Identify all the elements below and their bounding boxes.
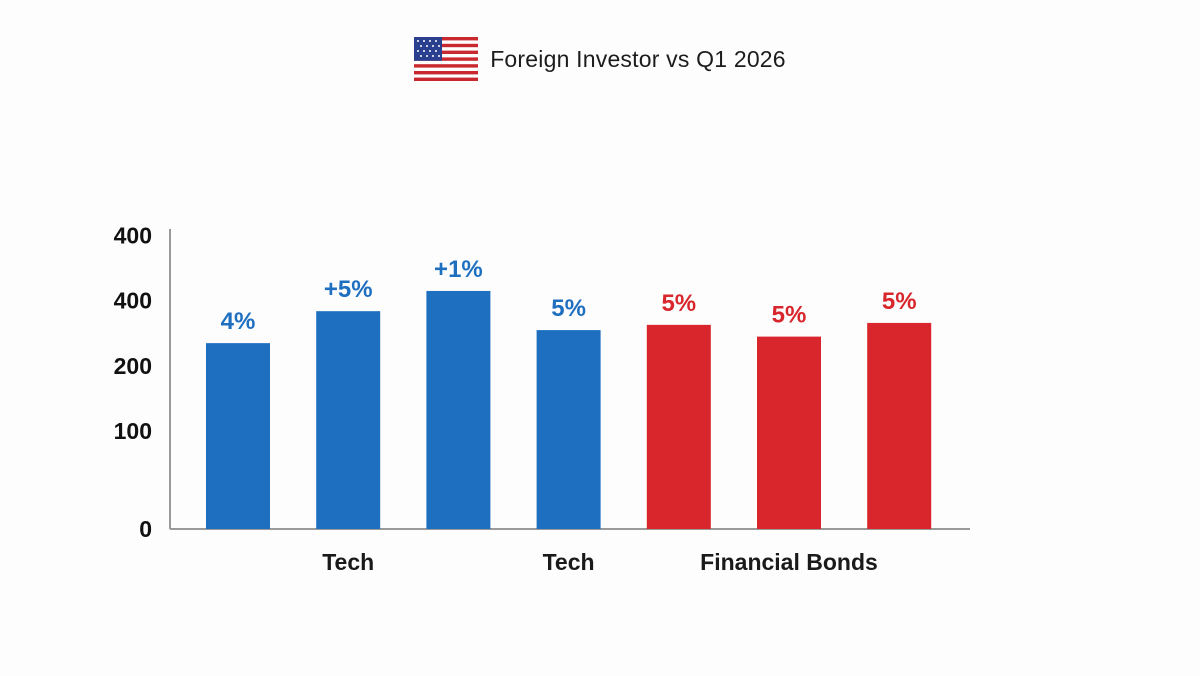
bar-data-label: +1% (434, 256, 483, 283)
bar (206, 343, 270, 529)
bar-data-label: 5% (772, 302, 807, 329)
y-tick-label: 0 (139, 516, 152, 542)
x-category-label: Financial Bonds (700, 549, 878, 575)
bar-data-label: +5% (324, 276, 373, 303)
y-tick-label: 100 (114, 418, 152, 444)
bar (867, 322, 932, 529)
chart-title: Foreign Investor vs Q1 2026 (490, 45, 786, 72)
x-category-label: Tech (322, 549, 374, 575)
x-category-label: Tech (543, 549, 595, 575)
y-tick-label: 200 (114, 353, 152, 379)
bar (426, 290, 491, 529)
bar (536, 330, 601, 529)
bar (646, 324, 711, 529)
y-tick-label: 400 (114, 288, 152, 314)
bar (757, 336, 821, 529)
bar-data-label: 5% (882, 288, 917, 315)
bar-data-label: 4% (221, 308, 256, 335)
y-tick-label: 400 (114, 223, 152, 249)
bar (316, 311, 381, 529)
bar-data-label: 5% (551, 295, 586, 322)
bar-data-label: 5% (661, 290, 696, 317)
us-flag-icon (414, 37, 479, 81)
chart-header: Foreign Investor vs Q1 2026 (0, 34, 1200, 84)
